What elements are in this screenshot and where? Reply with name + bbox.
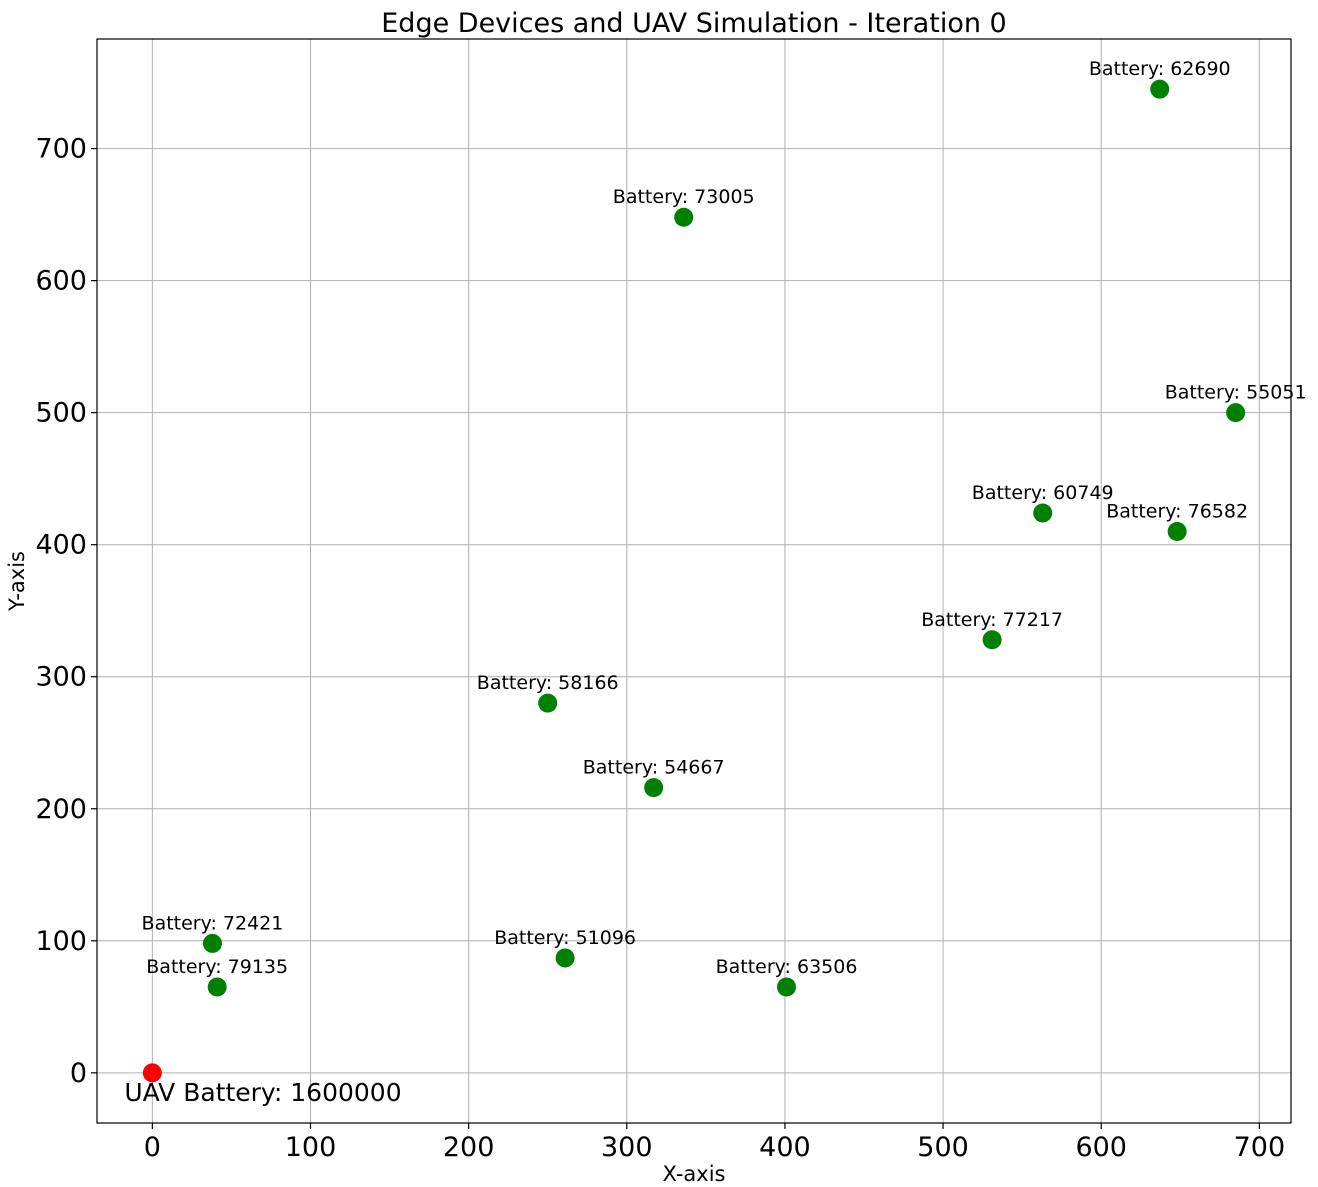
x-tick-label-600: 600 [1075, 1132, 1127, 1163]
x-tick-label-200: 200 [443, 1132, 495, 1163]
edge-device-label-0: Battery: 62690 [1089, 58, 1231, 80]
edge-device-point-5 [982, 630, 1002, 650]
edge-device-point-7 [644, 778, 664, 798]
edge-device-label-8: Battery: 72421 [142, 912, 284, 934]
y-tick-label-400: 400 [35, 530, 87, 561]
edge-device-point-6 [538, 693, 558, 713]
x-tick-label-0: 0 [144, 1132, 161, 1163]
edge-device-point-3 [1033, 503, 1053, 523]
grid-lines [97, 39, 1291, 1123]
edge-device-point-2 [1226, 403, 1246, 423]
y-tick-label-0: 0 [70, 1058, 87, 1089]
data-points: Battery: 62690 Battery: 73005 Battery: 550… [124, 58, 1306, 1107]
edge-device-point-9 [207, 977, 227, 997]
edge-device-label-2: Battery: 55051 [1165, 382, 1307, 404]
edge-device-point-10 [555, 948, 575, 968]
axis-ticks: 0 100 200 300 400 500 600 700 0 100 200 300 400 500 60… [35, 134, 1285, 1163]
uav-battery-label: UAV Battery: 1600000 [124, 1078, 401, 1107]
y-axis-label: Y-axis [5, 551, 29, 612]
y-tick-label-200: 200 [35, 794, 87, 825]
edge-device-label-9: Battery: 79135 [146, 956, 288, 978]
y-tick-label-700: 700 [35, 134, 87, 165]
edge-device-point-0 [1150, 79, 1170, 99]
edge-device-point-4 [1167, 521, 1187, 541]
plot-frame [96, 38, 1292, 1124]
edge-device-label-3: Battery: 60749 [972, 482, 1114, 504]
edge-device-label-7: Battery: 54667 [583, 757, 725, 779]
x-tick-label-700: 700 [1234, 1132, 1286, 1163]
y-tick-label-600: 600 [35, 266, 87, 297]
edge-device-label-1: Battery: 73005 [613, 186, 755, 208]
edge-device-point-8 [202, 933, 222, 953]
chart-title: Edge Devices and UAV Simulation - Iterat… [381, 8, 1006, 39]
x-axis-label: X-axis [663, 1162, 726, 1186]
edge-device-label-10: Battery: 51096 [494, 927, 636, 949]
edge-device-label-5: Battery: 77217 [921, 609, 1063, 631]
edge-device-label-6: Battery: 58166 [477, 672, 619, 694]
x-tick-label-500: 500 [917, 1132, 969, 1163]
edge-device-point-11 [777, 977, 797, 997]
x-tick-label-400: 400 [759, 1132, 811, 1163]
edge-device-label-4: Battery: 76582 [1106, 500, 1248, 522]
edge-device-point-1 [674, 207, 694, 227]
y-tick-label-500: 500 [35, 398, 87, 429]
edge-device-label-11: Battery: 63506 [716, 956, 858, 978]
uav-point-0 [142, 1063, 162, 1083]
y-tick-label-300: 300 [35, 662, 87, 693]
x-tick-label-100: 100 [285, 1132, 337, 1163]
y-tick-label-100: 100 [35, 926, 87, 957]
x-tick-label-300: 300 [601, 1132, 653, 1163]
